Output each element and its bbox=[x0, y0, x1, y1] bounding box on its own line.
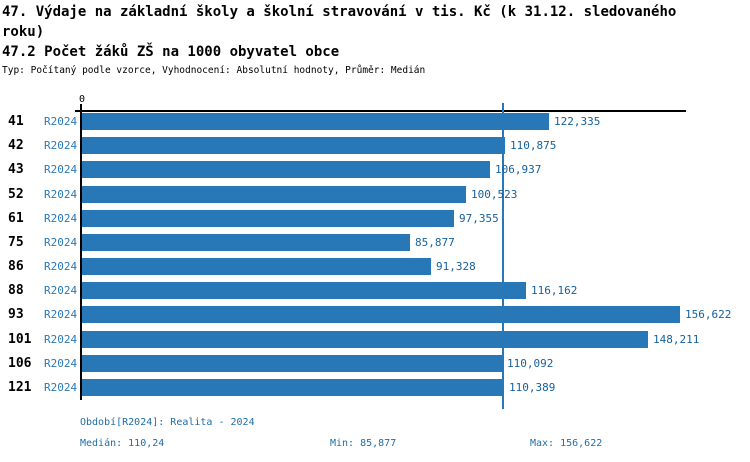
bar-value-label: 106,937 bbox=[495, 163, 542, 177]
row-category-label: 42 bbox=[8, 138, 24, 154]
row-series-label: R2024 bbox=[44, 139, 78, 153]
bar bbox=[82, 330, 648, 348]
bar bbox=[82, 354, 502, 372]
row-series-label: R2024 bbox=[44, 284, 78, 298]
chart-subtitle: 47.2 Počet žáků ZŠ na 1000 obyvatel obce bbox=[2, 44, 340, 60]
bar-value-label: 156,622 bbox=[685, 308, 732, 322]
footer-min: Min: 85,877 bbox=[330, 438, 397, 449]
row-series-label: R2024 bbox=[44, 163, 78, 177]
bar bbox=[82, 113, 549, 130]
row-series-label: R2024 bbox=[44, 211, 78, 225]
bar-value-label: 110,092 bbox=[507, 356, 554, 370]
bar bbox=[82, 209, 454, 227]
row-category-label: 43 bbox=[8, 162, 24, 178]
bar bbox=[82, 258, 431, 275]
row-series-label: R2024 bbox=[44, 235, 78, 249]
row-category-label: 88 bbox=[8, 283, 24, 299]
row-series-label: R2024 bbox=[44, 260, 78, 273]
row-series-label: R2024 bbox=[44, 308, 78, 322]
bar bbox=[82, 306, 680, 324]
row-series-label: R2024 bbox=[44, 356, 78, 370]
row-category-label: 61 bbox=[8, 210, 24, 226]
row-category-label: 52 bbox=[8, 186, 24, 202]
row-series-label: R2024 bbox=[44, 115, 78, 128]
bar-value-label: 116,162 bbox=[531, 284, 578, 298]
chart-meta-line: Typ: Počítaný podle vzorce, Vyhodnocení:… bbox=[2, 65, 426, 76]
row-series-label: R2024 bbox=[44, 332, 78, 346]
bar-value-label: 122,335 bbox=[554, 115, 601, 128]
row-category-label: 75 bbox=[8, 234, 24, 250]
x-axis-zero-label: 0 bbox=[78, 94, 86, 105]
row-category-label: 86 bbox=[8, 259, 24, 274]
bar bbox=[82, 282, 526, 300]
row-series-label: R2024 bbox=[44, 380, 78, 394]
bar-value-label: 91,328 bbox=[436, 260, 476, 273]
chart-title: 47. Výdaje na základní školy a školní st… bbox=[2, 4, 677, 40]
row-category-label: 106 bbox=[8, 355, 32, 371]
bar-value-label: 110,389 bbox=[509, 380, 556, 394]
bar bbox=[82, 185, 466, 203]
row-series-label: R2024 bbox=[44, 187, 78, 201]
row-category-label: 121 bbox=[8, 379, 32, 395]
footer-median: Medián: 110,24 bbox=[80, 438, 165, 449]
x-axis-tick bbox=[80, 104, 82, 111]
bar-value-label: 110,875 bbox=[510, 139, 557, 153]
bar-value-label: 148,211 bbox=[653, 332, 700, 346]
bar bbox=[82, 161, 490, 179]
bar bbox=[82, 137, 505, 155]
y-axis-line bbox=[80, 110, 82, 400]
median-line bbox=[501, 103, 504, 409]
x-axis-line bbox=[75, 110, 686, 112]
row-category-label: 93 bbox=[8, 307, 24, 323]
bar-value-label: 100,523 bbox=[471, 187, 518, 201]
bar-value-label: 85,877 bbox=[415, 235, 455, 249]
footer-max: Max: 156,622 bbox=[530, 438, 603, 449]
row-category-label: 41 bbox=[8, 114, 24, 129]
bar bbox=[82, 378, 504, 396]
footer-period: Období[R2024]: Realita - 2024 bbox=[80, 417, 255, 428]
bar-value-label: 97,355 bbox=[459, 211, 499, 225]
bar bbox=[82, 233, 410, 251]
row-category-label: 101 bbox=[8, 331, 32, 347]
